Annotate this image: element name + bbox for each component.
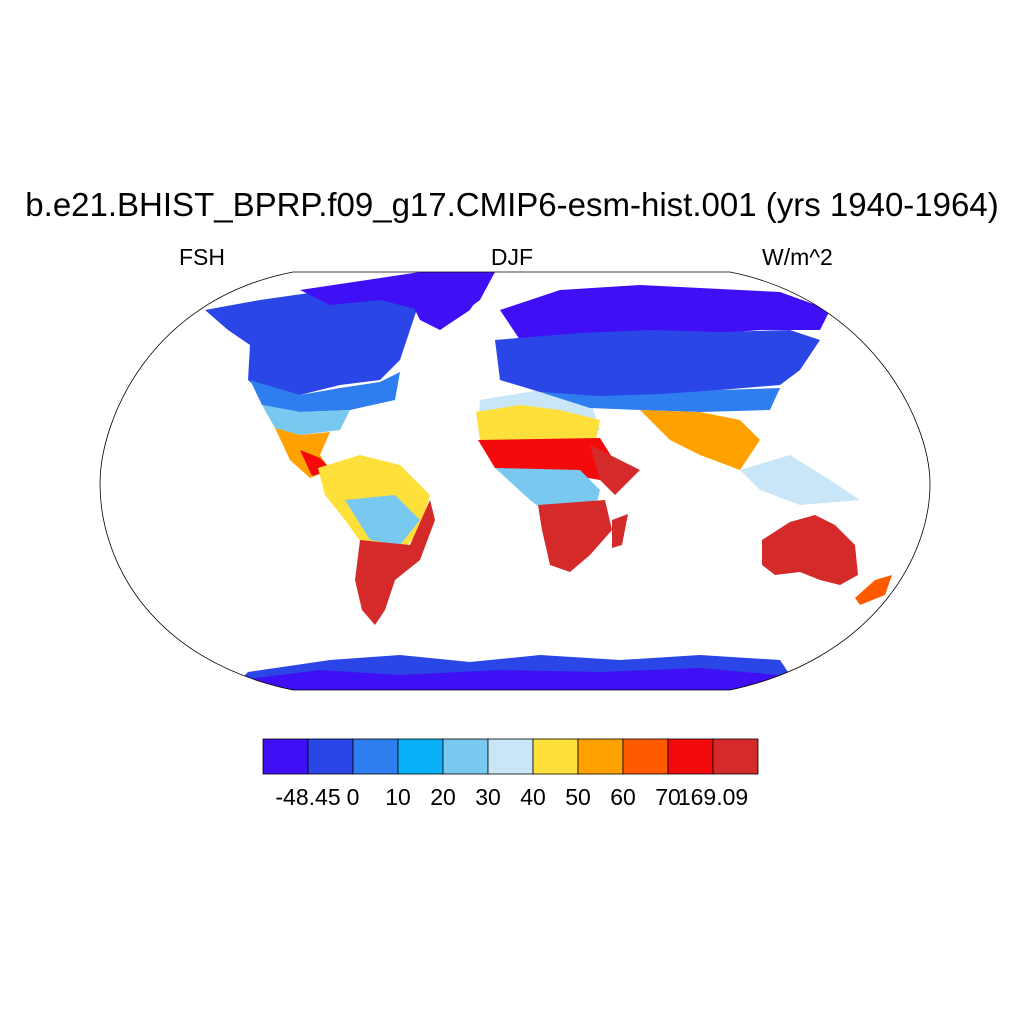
center-label: DJF — [490, 244, 534, 270]
colorbar-box-9 — [667, 738, 714, 775]
colorbar-label-5: 40 — [520, 784, 546, 810]
colorbar-label-0: -48.45 — [275, 784, 341, 810]
new-zealand-hot — [855, 575, 892, 605]
colorbar-label-9: 169.09 — [677, 784, 749, 810]
colorbar-label-6: 50 — [565, 784, 591, 810]
north-america-mild — [262, 405, 350, 435]
colorbar-label-3: 20 — [430, 784, 456, 810]
colorbar-label-7: 60 — [610, 784, 636, 810]
colorbar-box-6 — [532, 738, 579, 775]
colorbar-box-4 — [442, 738, 489, 775]
eurasia-cool — [540, 388, 780, 412]
colorbar-box-10 — [712, 738, 759, 775]
colorbar-box-5 — [487, 738, 534, 775]
colorbar-box-2 — [352, 738, 399, 775]
africa-east-extreme — [590, 445, 640, 495]
colorbar-box-0 — [262, 738, 309, 775]
africa-sahel-hot — [478, 438, 620, 480]
colorbar — [262, 738, 759, 775]
plot-title: b.e21.BHIST_BPRP.f09_g17.CMIP6-esm-hist.… — [25, 186, 999, 223]
right-label: W/m^2 — [762, 244, 833, 270]
colorbar-box-7 — [577, 738, 624, 775]
colorbar-label-8: 70 — [655, 784, 681, 810]
eurasia-cold — [495, 330, 820, 398]
colorbar-box-3 — [397, 738, 444, 775]
eurasia-polar — [500, 285, 830, 340]
antarctica-polar — [230, 668, 800, 690]
colorbar-label-1: 0 — [346, 784, 360, 810]
colorbar-box-1 — [307, 738, 354, 775]
colorbar-box-8 — [622, 738, 669, 775]
colorbar-labels: -48.45 0 10 20 30 40 50 60 70 169.09 — [0, 784, 1024, 814]
south-america-extreme — [355, 500, 435, 625]
left-label: FSH — [179, 244, 225, 270]
africa-south-extreme — [538, 500, 612, 572]
africa-north-warm — [476, 405, 600, 440]
land-layer — [205, 272, 892, 690]
australia-extreme — [762, 515, 858, 585]
colorbar-label-4: 30 — [475, 784, 501, 810]
asia-south-warm — [640, 410, 760, 470]
south-america-pale — [345, 495, 420, 545]
asia-southeast-pale — [740, 455, 860, 505]
madagascar-extreme — [612, 514, 628, 548]
greenland-polar — [405, 278, 490, 330]
north-america-cold — [205, 280, 420, 400]
map-border — [99, 271, 931, 691]
north-america-cool — [250, 372, 400, 412]
colorbar-label-2: 10 — [385, 784, 411, 810]
